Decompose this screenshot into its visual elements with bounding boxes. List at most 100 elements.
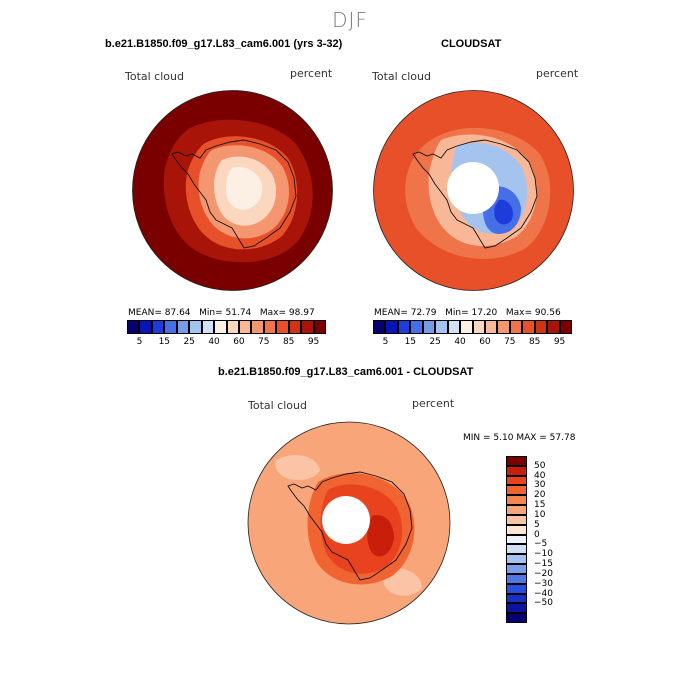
panel2-variable-label: Total cloud xyxy=(372,70,431,83)
panel1-mean-value: 87.64 xyxy=(164,308,191,318)
panel1-colorbar-swatch xyxy=(313,320,326,334)
panel1-variable-label: Total cloud xyxy=(125,70,184,83)
panel2-max-value: 90.56 xyxy=(534,308,561,318)
panel1-colorbar-swatch xyxy=(189,320,202,334)
panel1-mean-label: MEAN= xyxy=(128,308,162,318)
panel2-colorbar-tick-label: 75 xyxy=(504,337,516,347)
panel1-colorbar-swatch xyxy=(201,320,215,334)
panel2-title: CLOUDSAT xyxy=(441,38,502,50)
panel3-colorbar-tick-label: −10 xyxy=(534,549,553,560)
panel3-colorbar-tick-label: 50 xyxy=(534,460,546,471)
panel1-max-value: 98.97 xyxy=(288,308,315,318)
panel1-colorbar-tick-label: 60 xyxy=(233,337,245,347)
panel2-colorbar-ticks: 5 15 25 40 60 75 85 95 xyxy=(373,337,572,349)
panel1-interior-pale xyxy=(226,166,263,210)
panel1-stats: MEAN= 87.64 Min= 51.74 Max= 98.97 xyxy=(128,308,315,318)
panel3-colorbar-tick-label: 5 xyxy=(534,519,540,530)
panel3-colorbar-swatch xyxy=(506,465,527,476)
panel1-colorbar-swatch xyxy=(139,320,152,334)
panel2-mean-label: MEAN= xyxy=(374,308,408,318)
panel3-colorbar-swatch xyxy=(506,514,527,525)
panel3-colorbar-ticks: 50 40 30 20 15 10 5 0 −5 −10 −15 −20 −30 −40 −50 xyxy=(506,456,596,623)
panel2-colorbar-swatch xyxy=(509,320,523,334)
panel3-colorbar-swatch xyxy=(506,524,527,535)
panel2-colorbar-tick-label: 5 xyxy=(382,337,389,347)
panel1-min-value: 51.74 xyxy=(225,308,252,318)
panel1-colorbar-tick-label: 95 xyxy=(307,337,320,347)
panel1-colorbar-swatch xyxy=(276,320,289,334)
panel2-max-label: Max= xyxy=(505,308,533,318)
panel3-missing-data-hole xyxy=(322,496,370,544)
panel1-colorbar-tick-label: 15 xyxy=(158,337,171,347)
panel3-colorbar-swatch xyxy=(506,564,527,574)
panel1-max-label: Max= xyxy=(259,308,287,318)
panel3-antarctica-coast xyxy=(287,471,413,581)
panel3-variable-label: Total cloud xyxy=(248,399,307,412)
panel1-colorbar-tick-label: 75 xyxy=(258,337,270,347)
figure-title: DJF xyxy=(332,8,368,32)
panel2-colorbar-swatch xyxy=(397,320,411,334)
panel2-colorbar-swatch xyxy=(373,320,386,334)
panel1-colorbar-swatch xyxy=(263,320,277,334)
panel1-colorbar-swatch xyxy=(127,320,140,334)
panel2-missing-data-hole xyxy=(447,162,499,214)
panel1-colorbar-swatch xyxy=(226,320,239,334)
panel2-colorbar-swatch xyxy=(447,320,461,334)
panel3-colorbar-swatch xyxy=(506,554,527,565)
panel3-colorbar-swatch xyxy=(506,495,527,506)
panel2-colorbar-tick-label: 60 xyxy=(479,337,491,347)
panel1-colorbar-swatch xyxy=(238,320,252,334)
panel1-colorbar-swatch xyxy=(251,320,264,334)
panel2-colorbar-swatch xyxy=(422,320,436,334)
panel2-colorbar-swatch xyxy=(497,320,510,334)
panel2-colorbar-swatch xyxy=(435,320,448,334)
panel3-colorbar-swatch xyxy=(506,583,527,594)
panel3-colorbar-swatch xyxy=(506,475,527,486)
panel2-colorbar-tick-label: 85 xyxy=(528,337,541,347)
panel2-units-label: percent xyxy=(536,67,579,80)
panel2-polar-map xyxy=(373,90,574,291)
panel2-colorbar-swatch xyxy=(472,320,485,334)
panel2-colorbar-swatch xyxy=(559,320,572,334)
panel2-antarctica-coast xyxy=(412,139,538,249)
panel2-colorbar-swatch xyxy=(484,320,498,334)
panel1-min-label: Min= xyxy=(199,308,223,318)
panel3-colorbar-tick-label: 40 xyxy=(534,470,546,481)
panel3-colorbar-tick-label: 30 xyxy=(534,480,546,491)
panel1-polar-map xyxy=(132,90,333,291)
panel2-blue-core xyxy=(494,199,513,225)
panel1-colorbar-tick-label: 5 xyxy=(136,337,143,347)
panel2-stats: MEAN= 72.79 Min= 17.20 Max= 90.56 xyxy=(374,308,561,318)
panel3-colorbar-swatch xyxy=(506,485,527,496)
panel2-colorbar-tick-label: 40 xyxy=(454,337,466,347)
panel1-colorbar-swatch xyxy=(288,320,302,334)
panel2-colorbar-tick-label: 95 xyxy=(553,337,566,347)
panel2-colorbar-swatch xyxy=(522,320,535,334)
panel1-colorbar-swatch xyxy=(176,320,190,334)
panel3-colorbar-swatch xyxy=(506,573,527,584)
panel2-colorbar-tick-label: 25 xyxy=(429,337,441,347)
panel3-deep-red-patch xyxy=(367,515,394,557)
panel1-colorbar xyxy=(127,320,326,334)
panel1-colorbar-swatch xyxy=(301,320,314,334)
panel3-colorbar-tick-label: 0 xyxy=(534,529,540,540)
panel3-title: b.e21.B1850.f09_g17.L83_cam6.001 - CLOUD… xyxy=(218,366,474,378)
panel3-colorbar-tick-label: −15 xyxy=(534,559,553,570)
panel3-colorbar-swatch xyxy=(506,544,527,555)
panel3-colorbar-swatch xyxy=(506,456,527,466)
panel2-min-label: Min= xyxy=(445,308,469,318)
panel1-title: b.e21.B1850.f09_g17.L83_cam6.001 (yrs 3-… xyxy=(105,38,343,50)
panel3-colorbar-tick-label: −30 xyxy=(534,578,553,589)
panel1-colorbar-swatch xyxy=(164,320,177,334)
panel2-colorbar-swatch xyxy=(385,320,398,334)
panel1-colorbar-tick-label: 40 xyxy=(208,337,220,347)
panel3-colorbar-swatch xyxy=(506,534,527,545)
panel3-light-blotch-1 xyxy=(275,455,320,480)
panel2-min-value: 17.20 xyxy=(471,308,498,318)
panel3-colorbar-tick-label: −50 xyxy=(534,598,553,609)
panel3-colorbar-tick-label: −40 xyxy=(534,588,553,599)
panel2-colorbar xyxy=(373,320,572,334)
panel2-colorbar-swatch xyxy=(410,320,423,334)
panel1-colorbar-tick-label: 85 xyxy=(282,337,295,347)
panel1-colorbar-swatch xyxy=(214,320,227,334)
